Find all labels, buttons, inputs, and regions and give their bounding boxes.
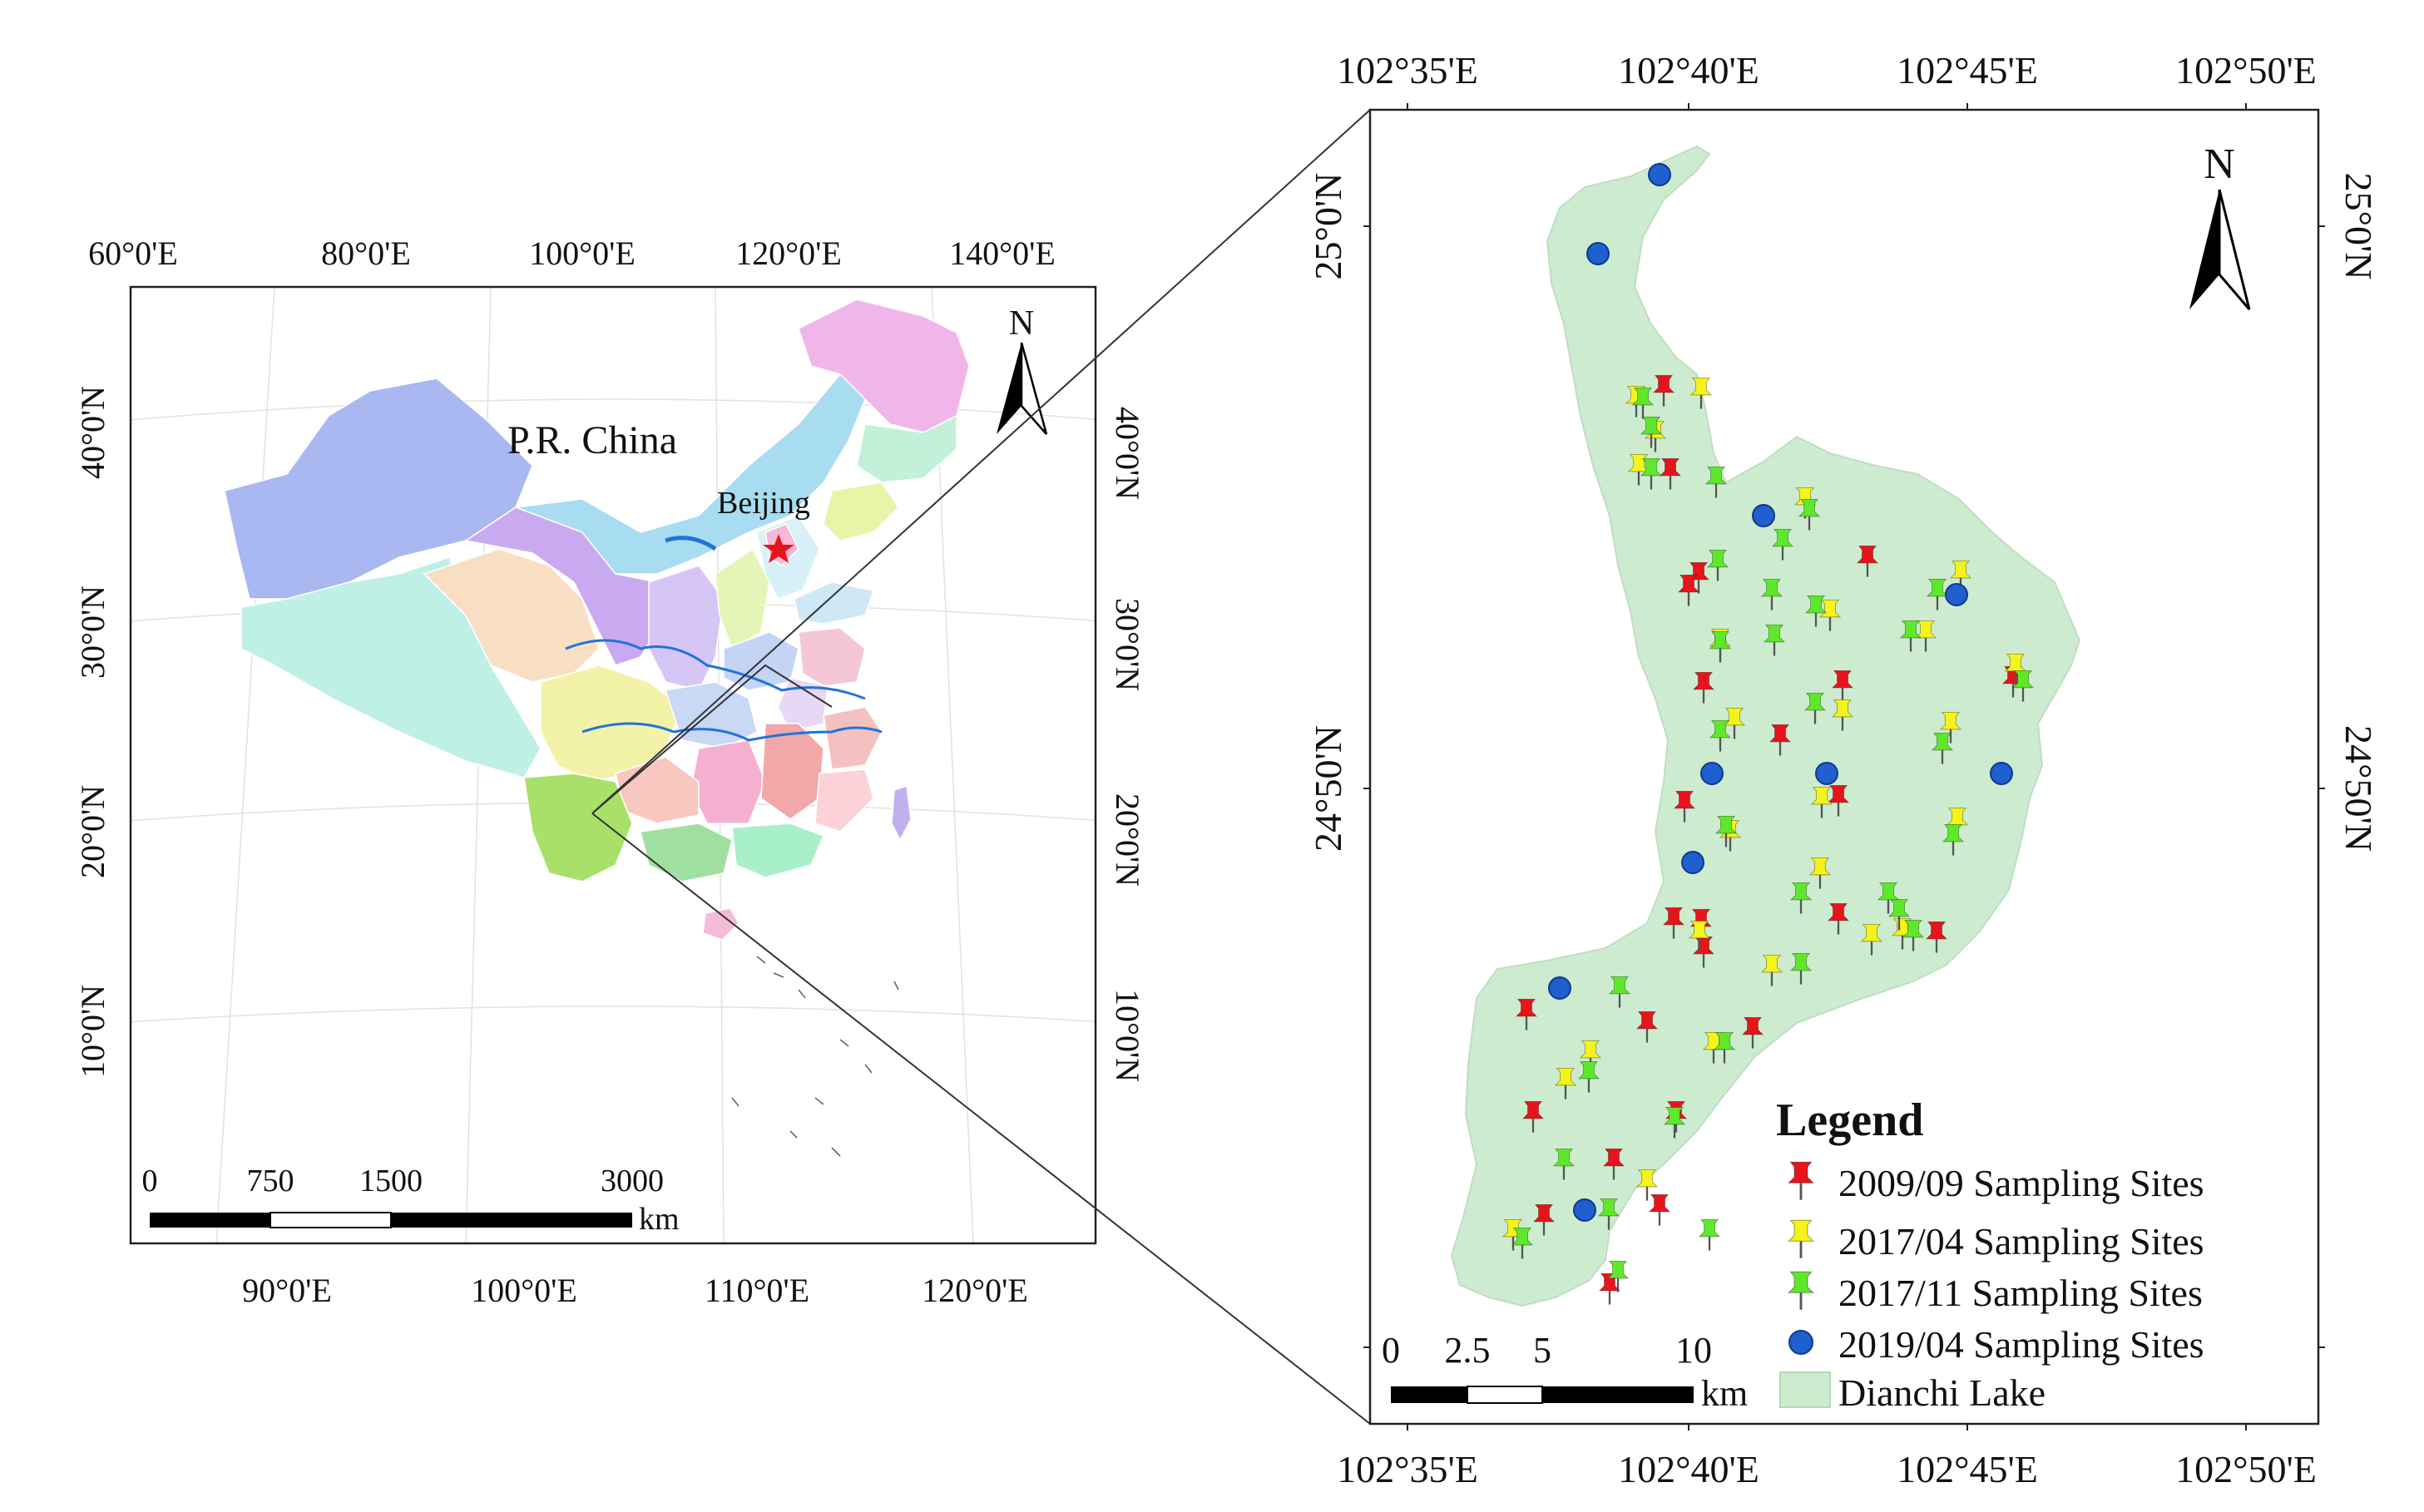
- china-map-frame: [129, 285, 1097, 1245]
- dianchi-north-label: N: [2204, 141, 2235, 188]
- capital-label: Beijing: [717, 486, 810, 521]
- china-right-lat-label: 30°0'N: [1109, 598, 1146, 691]
- dianchi-right-lat-label: 25°0'N: [2337, 173, 2380, 280]
- dianchi-map-frame: [1368, 108, 2320, 1426]
- dianchi-lake-shape: [1450, 145, 2081, 1307]
- china-left-lat-label: 30°0'N: [74, 586, 111, 679]
- dianchi-scale-tick: 2.5: [1445, 1330, 1491, 1371]
- china-bottom-lon-label: 90°0'E: [242, 1272, 332, 1309]
- dianchi-scale-tick: 10: [1675, 1330, 1712, 1371]
- china-right-lat-label: 40°0'N: [1109, 407, 1146, 500]
- legend-item-label: 2009/09 Sampling Sites: [1838, 1162, 2204, 1204]
- pushpin-red-icon: [1788, 1160, 1814, 1202]
- dianchi-map: N 0 2.5 5 10 km Legend 2009/09 Sampling …: [1307, 49, 2380, 1490]
- legend-title: Legend: [1776, 1094, 1923, 1146]
- china-map: P.R. China Beijing N 0 750 1500 3000 km …: [74, 235, 1146, 1309]
- china-scale-tick: 3000: [601, 1164, 664, 1198]
- china-left-lat-label: 20°0'N: [74, 785, 111, 878]
- legend-item-label: 2017/11 Sampling Sites: [1838, 1272, 2203, 1314]
- site-marker-2019-04: [1573, 1198, 1596, 1222]
- dianchi-top-lon-label: 102°35'E: [1337, 49, 1478, 91]
- china-scale-tick: 1500: [359, 1164, 423, 1198]
- dianchi-scale-tick: 0: [1382, 1330, 1400, 1371]
- dianchi-scale-unit: km: [1701, 1373, 1748, 1414]
- site-marker-2019-04: [1990, 762, 2013, 785]
- china-scale-bar: 0 750 1500 3000 km: [142, 1164, 680, 1237]
- site-marker-2019-04: [1945, 583, 1968, 606]
- china-top-lon-label: 140°0'E: [949, 235, 1056, 272]
- site-marker-2019-04: [1700, 762, 1724, 785]
- china-scale-unit: km: [639, 1202, 680, 1237]
- dianchi-bottom-lon-label: 102°40'E: [1618, 1448, 1759, 1490]
- china-top-lon-label: 100°0'E: [529, 235, 636, 272]
- china-bottom-lon-label: 110°0'E: [705, 1272, 809, 1309]
- dianchi-left-lat-label: 25°0'N: [1307, 173, 1349, 280]
- site-marker-2009-09: [1649, 1193, 1670, 1227]
- country-label: P.R. China: [507, 418, 677, 462]
- china-left-lat-label: 10°0'N: [74, 985, 111, 1078]
- site-marker-2019-04: [1752, 504, 1775, 527]
- china-north-arrow-icon: N: [997, 304, 1048, 435]
- legend-item-label: 2019/04 Sampling Sites: [1838, 1323, 2204, 1366]
- china-right-lat-label: 20°0'N: [1109, 793, 1146, 887]
- dianchi-bottom-lon-label: 102°45'E: [1897, 1448, 2038, 1490]
- china-left-lat-label: 40°0'N: [74, 386, 111, 479]
- inset-connector: [591, 109, 1371, 1425]
- legend-lake-label: Dianchi Lake: [1838, 1371, 2046, 1414]
- dianchi-bottom-lon-label: 102°50'E: [2175, 1448, 2317, 1490]
- dianchi-scale-tick: 5: [1533, 1330, 1551, 1371]
- china-north-label: N: [1009, 304, 1034, 343]
- dianchi-north-arrow-icon: N: [2189, 141, 2251, 310]
- legend: Legend 2009/09 Sampling Sites 2017/04 Sa…: [1776, 1094, 2204, 1414]
- china-scale-tick: 750: [247, 1164, 294, 1198]
- sampling-sites: [1502, 163, 2034, 1306]
- site-marker-2019-04: [1548, 976, 1571, 1000]
- china-top-lon-label: 80°0'E: [321, 235, 411, 272]
- china-top-lon-label: 120°0'E: [735, 235, 842, 272]
- dianchi-bottom-lon-label: 102°35'E: [1337, 1448, 1478, 1490]
- circle-blue-icon: [1788, 1330, 1813, 1355]
- dianchi-right-lat-label: 24°50'N: [2337, 725, 2380, 852]
- site-marker-2019-04: [1681, 851, 1704, 874]
- china-right-lat-label: 10°0'N: [1109, 989, 1146, 1082]
- dianchi-top-lon-label: 102°45'E: [1897, 49, 2038, 91]
- site-marker-2019-04: [1648, 163, 1671, 186]
- dianchi-top-lon-label: 102°50'E: [2175, 49, 2317, 91]
- legend-item-label: 2017/04 Sampling Sites: [1838, 1220, 2204, 1262]
- pushpin-yellow-icon: [1788, 1218, 1814, 1260]
- china-top-lon-label: 60°0'E: [88, 235, 178, 272]
- china-scale-tick: 0: [142, 1164, 158, 1198]
- china-bottom-lon-label: 100°0'E: [471, 1272, 577, 1309]
- dianchi-top-lon-label: 102°40'E: [1618, 49, 1759, 91]
- beijing-star-icon: [763, 534, 794, 563]
- site-marker-2017-11: [1699, 1218, 1720, 1252]
- china-bottom-lon-label: 120°0'E: [922, 1272, 1028, 1309]
- dianchi-left-lat-label: 24°50'N: [1307, 725, 1349, 852]
- dianchi-scale-bar: 0 2.5 5 10 km: [1382, 1330, 1748, 1414]
- pushpin-green-icon: [1788, 1270, 1814, 1312]
- dianchi-ticks: [1363, 103, 2325, 1430]
- site-marker-2019-04: [1586, 242, 1610, 265]
- lake-swatch-icon: [1779, 1371, 1831, 1408]
- site-marker-2019-04: [1815, 762, 1838, 785]
